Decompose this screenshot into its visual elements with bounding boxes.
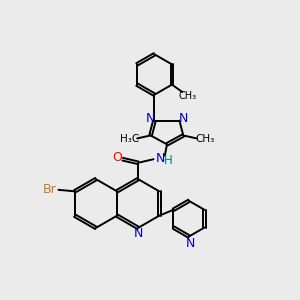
Text: Br: Br [43, 183, 56, 196]
Text: CH₃: CH₃ [195, 134, 214, 144]
Text: O: O [112, 151, 122, 164]
Text: N: N [155, 152, 165, 165]
Text: H₃C: H₃C [120, 134, 139, 144]
Text: N: N [186, 236, 195, 250]
Text: CH₃: CH₃ [178, 91, 196, 101]
Text: N: N [179, 112, 189, 125]
Text: N: N [134, 227, 143, 240]
Text: H: H [164, 154, 173, 167]
Text: N: N [145, 112, 155, 125]
